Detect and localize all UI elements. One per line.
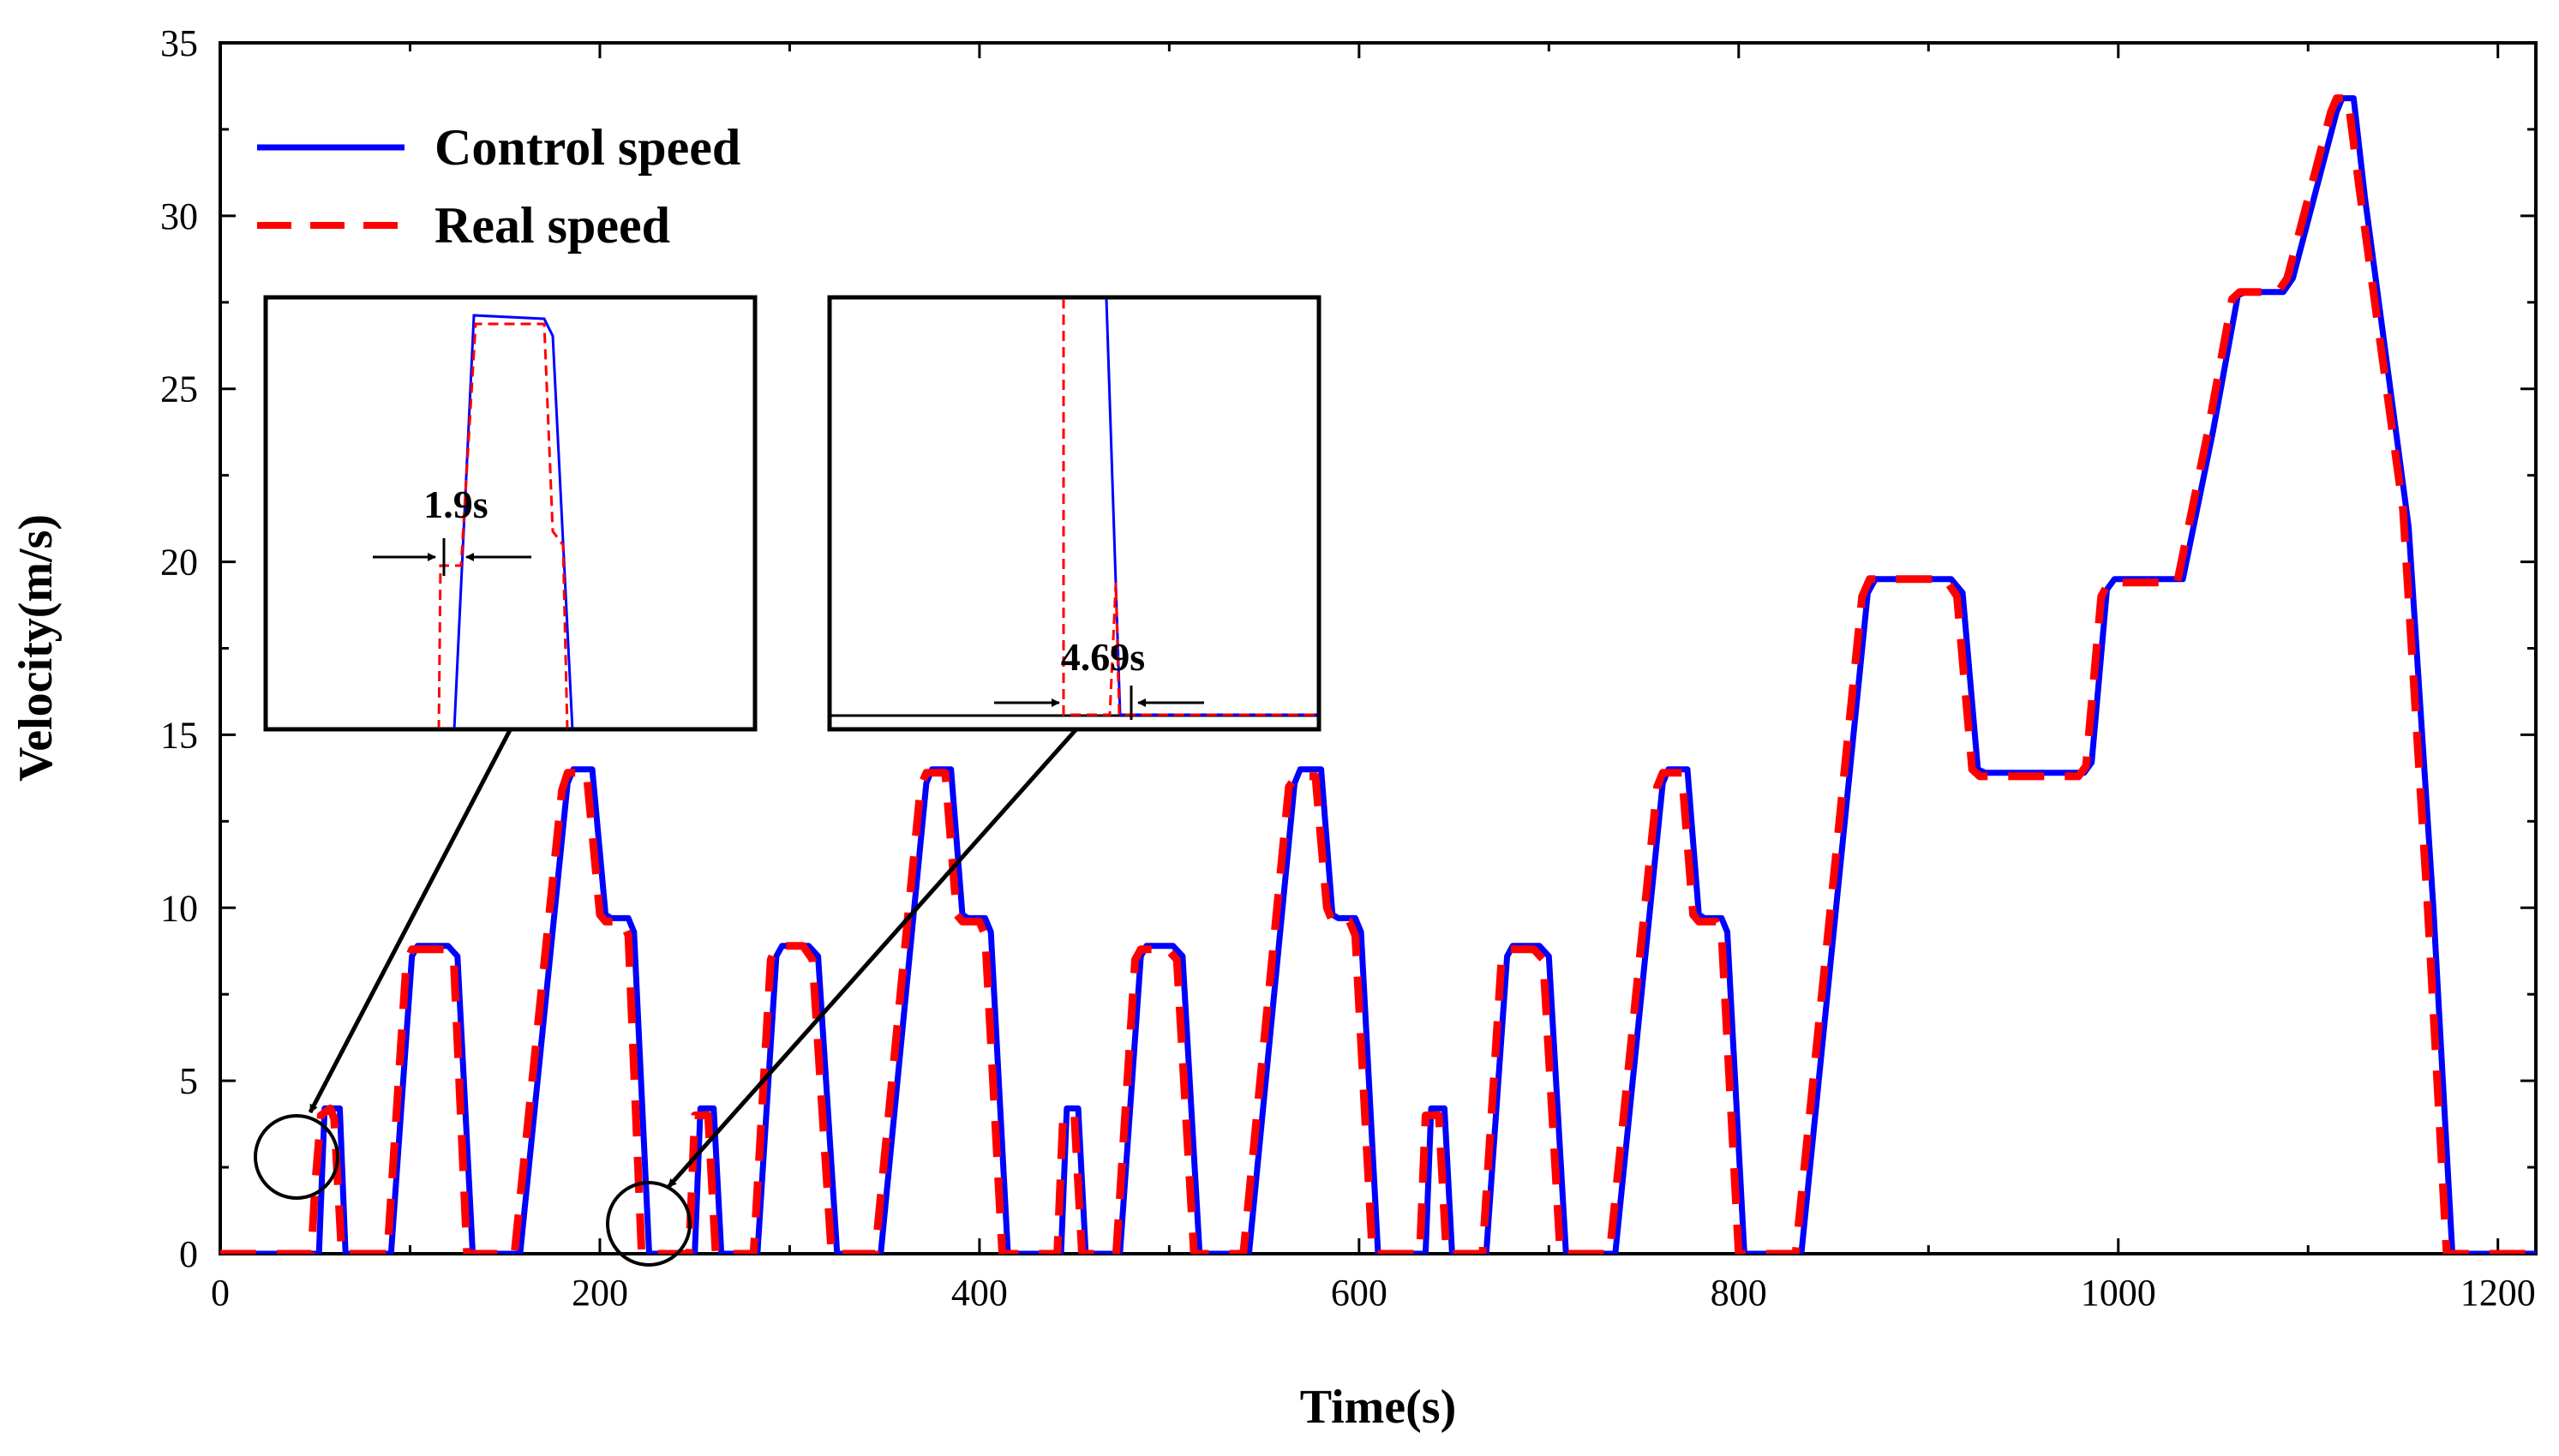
series-line-real-speed: [220, 94, 2536, 1254]
x-tick-label: 1200: [2460, 1272, 2536, 1314]
zoom-circle-2: [606, 1181, 692, 1267]
y-tick-label: 20: [160, 542, 198, 584]
x-tick-label: 0: [211, 1272, 230, 1314]
legend-label-control-speed: Control speed: [434, 119, 740, 176]
y-tick-label: 35: [160, 22, 198, 64]
x-tick-label: 200: [572, 1272, 628, 1314]
y-tick-label: 10: [160, 887, 198, 929]
legend-label-real-speed: Real speed: [434, 197, 670, 254]
y-tick-label: 25: [160, 368, 198, 410]
pointer-arrow-2: [667, 728, 1077, 1189]
inset-zoom-2: 4.69s: [827, 295, 1321, 732]
x-tick-label: 400: [951, 1272, 1008, 1314]
x-tick-label: 600: [1331, 1272, 1387, 1314]
legend: Control speed Real speed: [257, 119, 740, 254]
inset-zoom-1: 1.9s: [263, 295, 758, 732]
y-axis-title: Velocity(m/s): [9, 514, 63, 782]
inset-2-real-line: [1062, 299, 1317, 716]
inset-2-control-line: [1105, 299, 1317, 716]
y-tick-label: 15: [160, 714, 198, 756]
inset-1-frame: [263, 295, 758, 732]
series-layer: [220, 94, 2536, 1254]
x-axis-title: Time(s): [1300, 1381, 1457, 1434]
inset-1-label: 1.9s: [423, 482, 488, 526]
x-axis-ticks: 0 200 400 600 800 1000 1200: [211, 43, 2536, 1314]
series-line-control-speed: [220, 95, 2536, 1254]
inset-2-frame: [827, 295, 1321, 732]
inset-2-label: 4.69s: [1061, 635, 1145, 679]
x-tick-label: 1000: [2081, 1272, 2156, 1314]
x-tick-label: 800: [1711, 1272, 1767, 1314]
pointer-arrow-1: [308, 728, 512, 1114]
zoom-circle-1: [254, 1114, 339, 1200]
y-tick-label: 30: [160, 195, 198, 237]
y-axis-ticks: 0 5 10 15 20 25 30 35: [160, 22, 2536, 1275]
y-tick-label: 5: [179, 1060, 198, 1102]
y-tick-label: 0: [179, 1233, 198, 1275]
